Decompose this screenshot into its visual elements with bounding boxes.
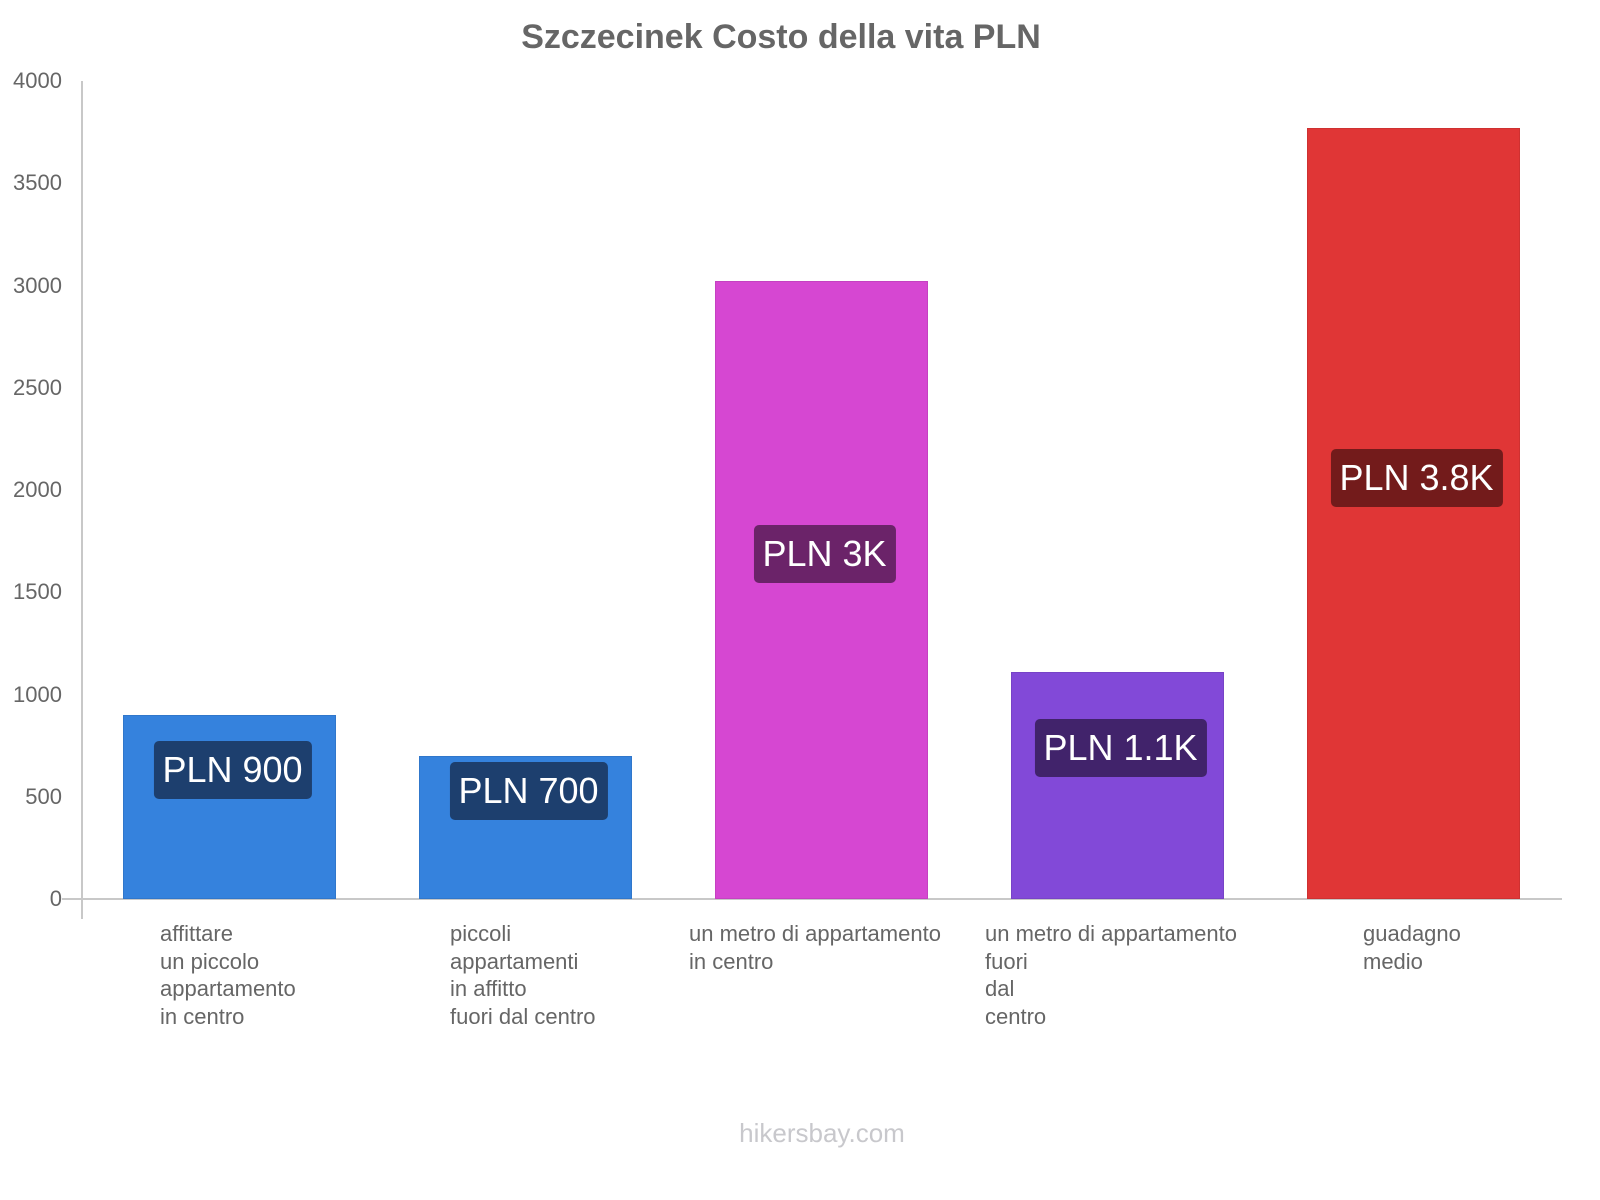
- bar[interactable]: [715, 281, 928, 899]
- bar[interactable]: [1011, 672, 1224, 899]
- x-tick-label: piccoli appartamenti in affitto fuori da…: [450, 921, 596, 1029]
- bar-value-label: PLN 1.1K: [1034, 719, 1207, 777]
- y-tick-label: 500: [25, 783, 62, 809]
- x-tick-label: un metro di appartamento fuori dal centr…: [985, 921, 1237, 1029]
- y-axis-line: [81, 81, 83, 919]
- bar-value-label: PLN 900: [153, 741, 312, 799]
- x-tick-label: un metro di appartamento in centro: [689, 921, 941, 974]
- watermark: hikersbay.com: [739, 1118, 905, 1148]
- y-tick-label: 2000: [13, 477, 62, 502]
- x-axis-line: [62, 898, 1562, 900]
- bar-value-label: PLN 700: [449, 762, 608, 820]
- bar-value-label: PLN 3.8K: [1330, 449, 1503, 507]
- y-tick-label: 3000: [13, 272, 62, 298]
- y-tick-label: 0: [49, 886, 62, 911]
- bar-value-label: PLN 3K: [753, 525, 896, 583]
- y-tick-label: 1500: [13, 579, 62, 605]
- y-tick-label: 1000: [13, 681, 62, 707]
- y-tick-label: 2500: [13, 374, 62, 400]
- x-tick-label: guadagno medio: [1363, 921, 1461, 974]
- x-tick-label: affittare un piccolo appartamento in cen…: [160, 921, 296, 1029]
- y-tick-label: 4000: [13, 68, 62, 93]
- chart-title: Szczecinek Costo della vita PLN: [521, 18, 1041, 56]
- y-tick-label: 3500: [13, 170, 62, 196]
- bar[interactable]: [1307, 128, 1520, 899]
